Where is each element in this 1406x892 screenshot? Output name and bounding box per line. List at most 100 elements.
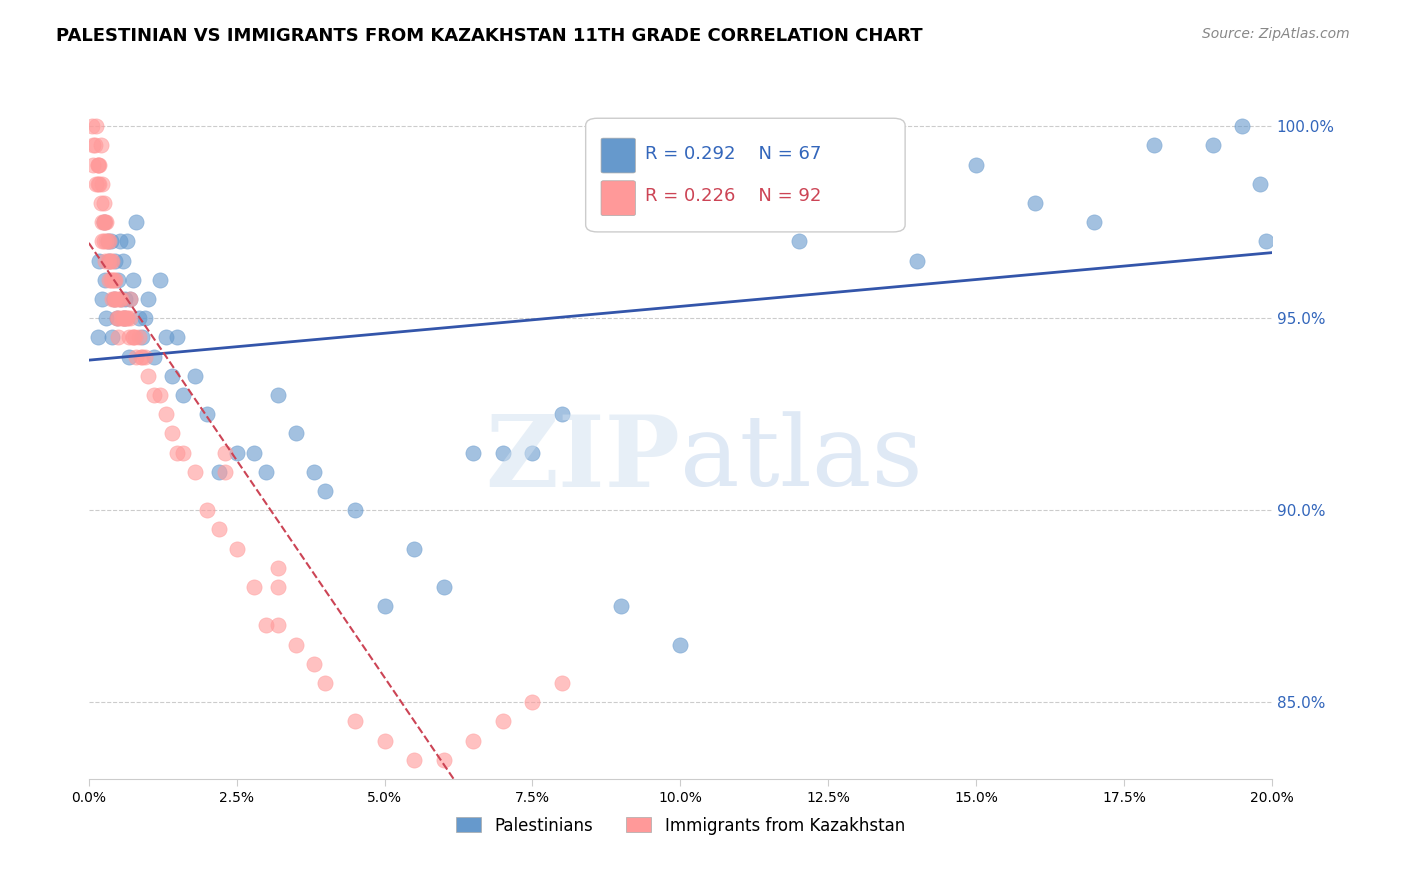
Point [103, 292, 125, 306]
Point [97, 253, 120, 268]
Point [214, 445, 236, 459]
Point [817, 177, 839, 191]
Point [107, 330, 129, 344]
Point [118, 350, 141, 364]
Point [110, 292, 132, 306]
Point [129, 350, 152, 364]
Point [214, 465, 236, 479]
Point [115, 311, 138, 326]
Point [373, 733, 395, 747]
Point [1083, 215, 1105, 229]
FancyBboxPatch shape [600, 181, 636, 216]
Point [98, 235, 121, 249]
Point [96, 215, 118, 229]
Point [112, 311, 135, 326]
Point [124, 330, 146, 344]
Point [104, 292, 127, 306]
FancyBboxPatch shape [600, 138, 636, 173]
Point [83, 138, 105, 153]
Point [108, 235, 131, 249]
Point [314, 676, 336, 690]
Point [302, 465, 325, 479]
Point [302, 657, 325, 671]
Point [84, 119, 107, 133]
Point [128, 330, 150, 344]
Point [149, 273, 172, 287]
Point [463, 733, 485, 747]
Point [125, 215, 148, 229]
Point [96, 311, 118, 326]
Point [110, 292, 132, 306]
Point [89, 157, 111, 171]
Point [1249, 177, 1271, 191]
Point [107, 273, 129, 287]
Point [114, 292, 136, 306]
Point [112, 311, 135, 326]
Point [131, 330, 153, 344]
Point [114, 311, 136, 326]
Point [90, 177, 112, 191]
Point [118, 330, 141, 344]
Point [160, 368, 183, 383]
Point [122, 273, 145, 287]
Point [105, 311, 128, 326]
Point [284, 638, 307, 652]
Point [243, 445, 266, 459]
Point [84, 177, 107, 191]
Point [522, 695, 544, 709]
Point [93, 215, 115, 229]
Point [107, 292, 129, 306]
Point [98, 253, 121, 268]
Point [160, 426, 183, 441]
Point [728, 215, 751, 229]
Point [90, 138, 112, 153]
Point [846, 195, 869, 210]
Point [787, 235, 810, 249]
Text: atlas: atlas [681, 411, 924, 508]
Point [100, 235, 122, 249]
Point [93, 235, 115, 249]
Point [155, 407, 177, 421]
Point [108, 292, 131, 306]
Point [112, 311, 135, 326]
Point [120, 311, 142, 326]
Point [97, 235, 120, 249]
Point [134, 311, 156, 326]
Text: R = 0.226    N = 92: R = 0.226 N = 92 [645, 187, 821, 205]
Point [86, 330, 108, 344]
Point [122, 330, 145, 344]
Point [373, 599, 395, 614]
Point [112, 311, 135, 326]
Point [104, 273, 127, 287]
Point [404, 753, 426, 767]
Point [101, 253, 124, 268]
Point [267, 618, 290, 632]
Point [120, 292, 142, 306]
Point [208, 522, 231, 536]
Point [225, 541, 247, 556]
Point [404, 541, 426, 556]
Text: ZIP: ZIP [485, 410, 681, 508]
Point [551, 407, 574, 421]
Point [115, 235, 138, 249]
Point [100, 273, 122, 287]
Point [166, 330, 188, 344]
Point [94, 253, 117, 268]
Point [122, 330, 145, 344]
Point [314, 483, 336, 498]
Legend: Palestinians, Immigrants from Kazakhstan: Palestinians, Immigrants from Kazakhstan [456, 816, 905, 835]
Point [97, 235, 120, 249]
Point [136, 368, 159, 383]
Point [1142, 138, 1164, 153]
Point [120, 292, 142, 306]
Point [115, 311, 138, 326]
Point [142, 350, 165, 364]
Text: Source: ZipAtlas.com: Source: ZipAtlas.com [1202, 27, 1350, 41]
Point [1254, 235, 1277, 249]
Point [492, 714, 515, 729]
Point [669, 638, 692, 652]
Point [103, 273, 125, 287]
Point [155, 330, 177, 344]
Point [101, 330, 124, 344]
Point [94, 215, 117, 229]
